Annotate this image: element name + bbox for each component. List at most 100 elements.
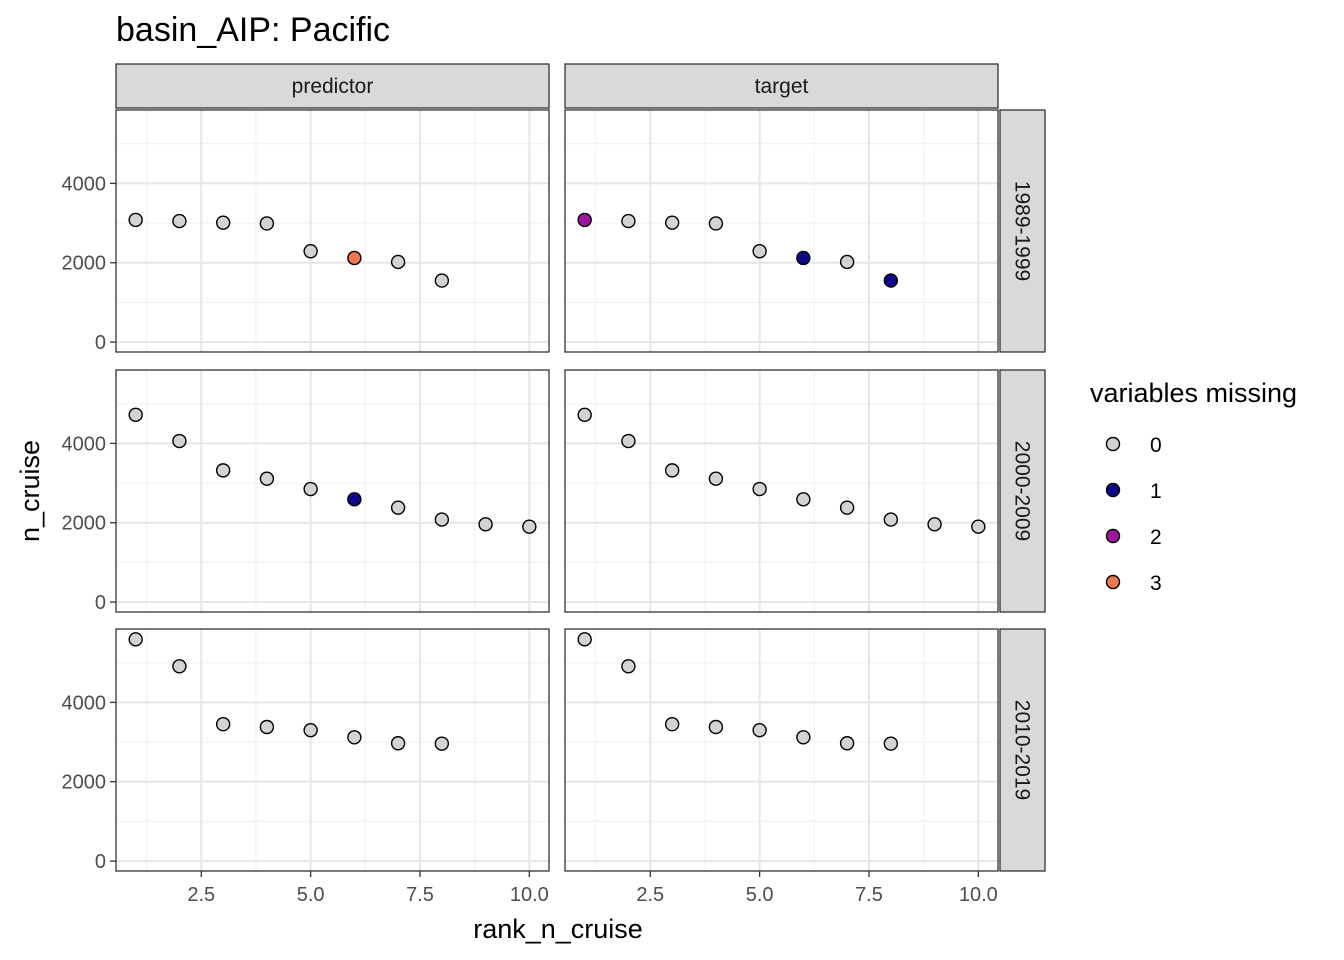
legend-title: variables missing: [1090, 378, 1297, 408]
chart-title: basin_AIP: Pacific: [116, 11, 390, 49]
x-tick-label: 10.0: [510, 884, 549, 906]
legend-label-2: 2: [1150, 526, 1162, 549]
data-point: [434, 273, 450, 288]
panel-border: [564, 628, 999, 872]
data-point: [390, 254, 406, 270]
data-point: [621, 213, 636, 229]
panel-target-2000-2009: [564, 369, 999, 613]
y-tick-label: 0: [95, 332, 106, 354]
x-tick-label: 10.0: [959, 884, 998, 906]
facet-strip-1989-1999: [999, 109, 1046, 353]
data-point: [839, 736, 855, 751]
legend-key-1: [1105, 482, 1121, 498]
x-tick-label: 5.0: [746, 884, 774, 906]
y-tick-label: 4000: [62, 433, 107, 455]
y-tick-label: 0: [95, 592, 106, 614]
data-point: [883, 736, 899, 751]
y-tick-label: 4000: [62, 692, 107, 714]
data-point: [390, 736, 406, 751]
panel-target-1989-1999: [564, 109, 999, 353]
data-point: [577, 407, 592, 423]
panel-background: [116, 110, 549, 352]
x-tick-label: 2.5: [187, 884, 215, 906]
data-point: [621, 659, 636, 674]
x-tick-label: 2.5: [636, 884, 664, 906]
facet-strip-2010-2019: [999, 628, 1046, 872]
panel-border: [115, 369, 550, 613]
data-point: [172, 659, 187, 674]
data-point: [215, 215, 231, 230]
x-tick-label: 7.5: [855, 884, 883, 906]
data-point: [259, 719, 275, 735]
y-tick-label: 4000: [62, 173, 107, 195]
legend-key-3: [1105, 574, 1121, 590]
legend-label-0: 0: [1150, 434, 1162, 457]
data-point: [303, 722, 318, 738]
data-point: [128, 407, 143, 423]
facet-strip-label-2010-2019: 2010-2019: [1011, 700, 1034, 800]
data-point: [839, 254, 855, 270]
y-axis-title: n_cruise: [15, 440, 45, 542]
data-point: [434, 736, 450, 751]
panel-background: [116, 370, 549, 612]
data-point: [752, 481, 767, 497]
data-point: [883, 512, 899, 527]
data-point: [752, 244, 767, 259]
data-point: [927, 517, 942, 532]
data-point: [796, 250, 811, 266]
data-point: [621, 433, 636, 449]
data-point: [128, 212, 143, 228]
facet-strip-label-2000-2009: 2000-2009: [1011, 441, 1034, 541]
panel-background: [565, 110, 998, 352]
data-point: [172, 213, 187, 229]
data-point: [215, 463, 231, 478]
panel-border: [115, 628, 550, 872]
panel-predictor-1989-1999: [115, 109, 550, 353]
legend-label-1: 1: [1150, 480, 1162, 503]
data-point: [664, 717, 680, 732]
x-tick-label: 5.0: [297, 884, 325, 906]
data-point: [303, 244, 318, 259]
data-point: [708, 216, 724, 231]
panel-border: [564, 369, 999, 613]
facet-strip-target: [564, 63, 999, 109]
data-point: [708, 471, 724, 486]
facet-strip-label-predictor: predictor: [292, 75, 374, 98]
data-point: [522, 519, 537, 534]
data-point: [215, 717, 231, 732]
data-point: [577, 632, 592, 647]
panel-background: [565, 629, 998, 871]
data-point: [883, 273, 899, 288]
data-point: [752, 722, 767, 738]
data-point: [434, 512, 450, 527]
facet-strip-2000-2009: [999, 369, 1046, 613]
facet-strip-label-target: target: [755, 75, 809, 98]
data-point: [172, 433, 187, 449]
panel-target-2010-2019: [564, 628, 999, 872]
data-point: [259, 216, 275, 231]
data-point: [796, 730, 811, 745]
panel-predictor-2010-2019: [115, 628, 550, 872]
panel-border: [115, 109, 550, 353]
facet-panels: predictor target 1989-1999 2000-2009 2010-20…: [62, 63, 1046, 906]
data-point: [347, 250, 362, 266]
data-point: [259, 471, 275, 486]
panel-background: [116, 629, 549, 871]
facet-strip-predictor: [115, 63, 550, 109]
y-tick-label: 2000: [62, 253, 107, 275]
data-point: [839, 500, 855, 515]
panel-border: [564, 109, 999, 353]
data-point: [303, 481, 318, 497]
data-point: [390, 500, 406, 515]
panel-predictor-2000-2009: [115, 369, 550, 613]
data-point: [478, 517, 493, 532]
panel-background: [565, 370, 998, 612]
legend-key-0: [1105, 436, 1121, 452]
y-tick-label: 2000: [62, 513, 107, 535]
legend-label-3: 3: [1150, 572, 1162, 595]
legend-key-2: [1105, 528, 1121, 544]
facet-strip-label-1989-1999: 1989-1999: [1011, 181, 1034, 281]
data-point: [796, 492, 811, 507]
data-point: [347, 492, 362, 507]
